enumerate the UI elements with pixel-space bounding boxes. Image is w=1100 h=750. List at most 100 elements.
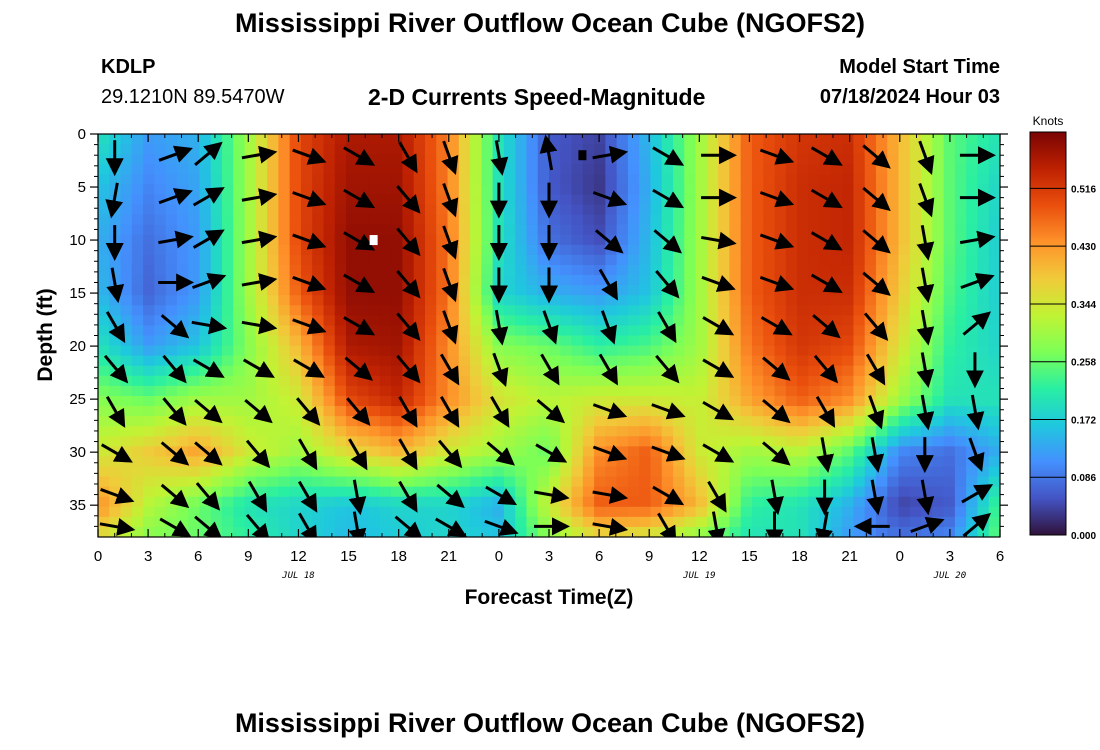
heatmap-cell [176, 335, 189, 347]
heatmap-cell [853, 385, 866, 397]
heatmap-cell [718, 305, 730, 316]
heatmap-cell [830, 214, 843, 226]
heatmap-cell [278, 204, 291, 216]
heatmap-cell [334, 144, 347, 155]
heatmap-cell [616, 375, 629, 387]
heatmap-cell [244, 144, 257, 155]
current-arrow [241, 273, 278, 291]
current-arrow [916, 479, 935, 516]
heatmap-cell [616, 254, 629, 266]
heatmap-cell [582, 526, 595, 537]
heatmap-cell [853, 214, 866, 226]
heatmap-cell [549, 506, 561, 518]
heatmap-cell [988, 174, 1000, 185]
heatmap-cell [763, 416, 776, 427]
heatmap-cell [278, 486, 291, 498]
current-arrow [441, 225, 459, 260]
heatmap-cell [819, 385, 832, 397]
heatmap-cell [909, 184, 922, 196]
heatmap-cell [977, 345, 990, 357]
current-arrow [437, 439, 463, 469]
heatmap-cell [808, 506, 821, 518]
heatmap-cell [368, 516, 381, 528]
heatmap-cell [165, 416, 178, 427]
heatmap-cell [402, 134, 415, 145]
heatmap-cell [255, 244, 268, 256]
heatmap-cell [402, 184, 415, 196]
heatmap-cell [616, 355, 629, 367]
heatmap-cell [898, 506, 911, 518]
heatmap-cell [436, 375, 449, 387]
heatmap-cell [943, 406, 956, 417]
station-id: KDLP [101, 56, 156, 78]
heatmap-cell [627, 275, 640, 286]
heatmap-cell [740, 355, 753, 367]
heatmap-cell [188, 426, 201, 437]
heatmap-cell [233, 335, 246, 347]
current-arrow [917, 140, 935, 175]
heatmap-cell [875, 476, 888, 488]
heatmap-cell [943, 375, 956, 387]
heatmap-cell [537, 194, 550, 206]
heatmap-cell [470, 335, 482, 347]
heatmap-cell [887, 174, 900, 185]
heatmap-cell [774, 134, 787, 145]
heatmap-cell [188, 234, 201, 246]
heatmap-cell [751, 436, 764, 447]
heatmap-cell [357, 436, 370, 447]
heatmap-cell [616, 174, 629, 185]
heatmap-cell [131, 385, 144, 397]
heatmap-cell [751, 134, 764, 145]
heatmap-cell [909, 295, 922, 306]
heatmap-cell [447, 385, 460, 397]
heatmap-cell [154, 134, 167, 145]
heatmap-cell [616, 285, 629, 296]
heatmap-cell [605, 214, 618, 226]
current-arrow [435, 517, 467, 537]
heatmap-cell [391, 275, 404, 286]
heatmap-cell [154, 526, 167, 537]
heatmap-cell [143, 154, 155, 165]
heatmap-cell [627, 244, 640, 256]
heatmap-cell [278, 385, 291, 397]
heatmap-cell [751, 395, 764, 407]
heatmap-cell [391, 174, 404, 185]
heatmap-cell [424, 315, 437, 327]
current-arrow [759, 232, 795, 250]
heatmap-cell [154, 476, 167, 488]
heatmap-cell [988, 426, 1000, 437]
heatmap-cell [650, 436, 663, 447]
heatmap-cell [616, 456, 629, 468]
heatmap-cell [515, 224, 528, 236]
heatmap-cell [898, 395, 911, 407]
heatmap-cell [763, 214, 776, 226]
heatmap-cell [176, 395, 189, 407]
heatmap-cell [334, 355, 347, 367]
heatmap-cell [639, 305, 652, 316]
heatmap-cell [718, 184, 730, 196]
heatmap-cell [977, 325, 990, 337]
heatmap-cell [864, 335, 877, 347]
heatmap-cell [988, 234, 1000, 246]
heatmap-cell [278, 254, 291, 266]
heatmap-cell [909, 456, 922, 468]
heatmap-cell [323, 144, 336, 155]
heatmap-cell [887, 325, 900, 337]
heatmap-cell [289, 224, 302, 236]
current-arrow [759, 275, 795, 292]
heatmap-cell [549, 466, 561, 478]
heatmap-cell [244, 345, 257, 357]
heatmap-cell [154, 365, 167, 377]
heatmap-cell [977, 194, 990, 206]
heatmap-cell [503, 385, 516, 397]
current-arrow [966, 394, 985, 431]
heatmap-cell [549, 164, 561, 175]
heatmap-cell [278, 365, 291, 377]
heatmap-cell [627, 144, 640, 155]
heatmap-cell [898, 204, 911, 216]
heatmap-cell [661, 506, 674, 518]
x-tick-label: 6 [595, 548, 603, 565]
current-arrow [241, 316, 278, 335]
heatmap-cell [605, 416, 618, 427]
heatmap-cell [537, 385, 550, 397]
